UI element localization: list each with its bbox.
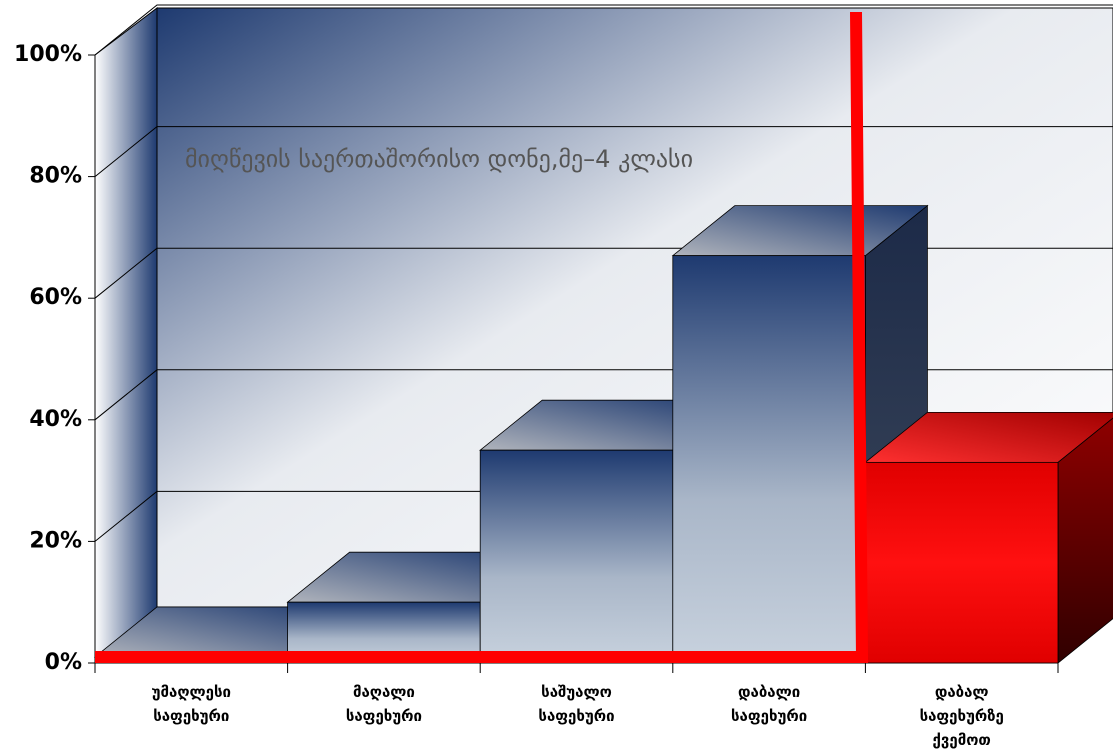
x-tick-label: მაღალი საფეხური [346,683,422,725]
x-tick-label: საშუალო საფეხური [538,683,614,725]
y-tick-label: 40% [29,407,82,432]
x-tick-label: დაბალ საფეხურზე ქვემოთ [920,683,1004,749]
chart-title: მიღწევის საერთაშორისო დონე,მე–4 კლასი [185,145,693,173]
y-tick-label: 0% [45,650,82,675]
y-tick-label: 60% [29,285,82,310]
y-tick-label: 100% [14,42,82,67]
side-wall [94,6,158,665]
x-tick-label: დაბალი საფეხური [731,683,807,725]
highlight-line [95,11,869,663]
bars [93,204,1113,664]
bar [865,461,1059,664]
y-tick-label: 20% [29,528,82,553]
x-tick-label: უმაღლესი საფეხური [152,683,231,725]
bar [479,449,674,664]
y-tick-label: 80% [29,164,82,189]
bar [672,255,866,664]
grid-line [94,126,1113,177]
grid-line [94,4,1113,56]
